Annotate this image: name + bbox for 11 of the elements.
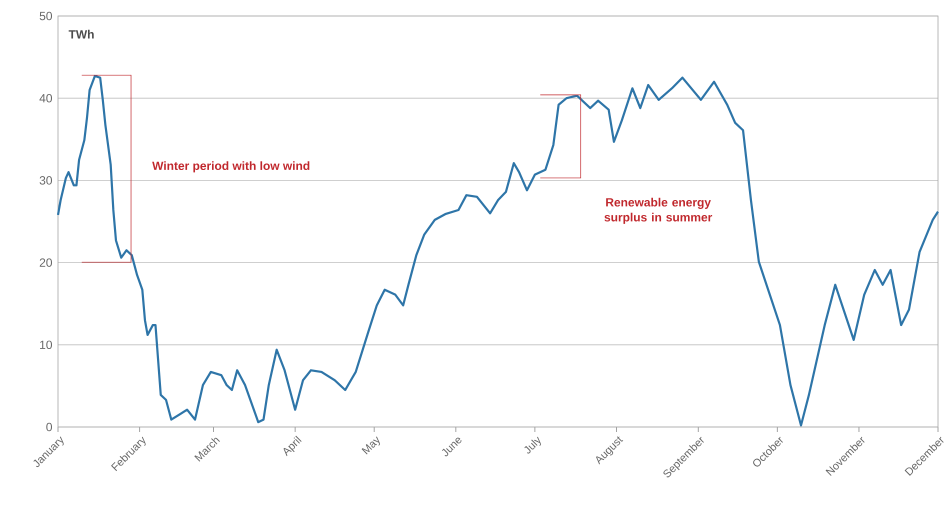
y-tick-label: 10 bbox=[40, 340, 52, 350]
x-tick-label: July bbox=[524, 436, 541, 454]
y-tick-label: 50 bbox=[40, 12, 52, 20]
annotation: Renewable energy surplus in summer bbox=[604, 198, 712, 224]
annotation: Winter period with low wind bbox=[152, 161, 310, 172]
y-tick-label: 20 bbox=[40, 258, 52, 267]
y-tick-label: 0 bbox=[46, 422, 52, 432]
y-axis-title: TWh bbox=[68, 30, 94, 38]
y-tick-label: 30 bbox=[40, 176, 52, 185]
y-tick-label: 40 bbox=[39, 94, 52, 102]
x-tick-label: May bbox=[362, 436, 380, 454]
